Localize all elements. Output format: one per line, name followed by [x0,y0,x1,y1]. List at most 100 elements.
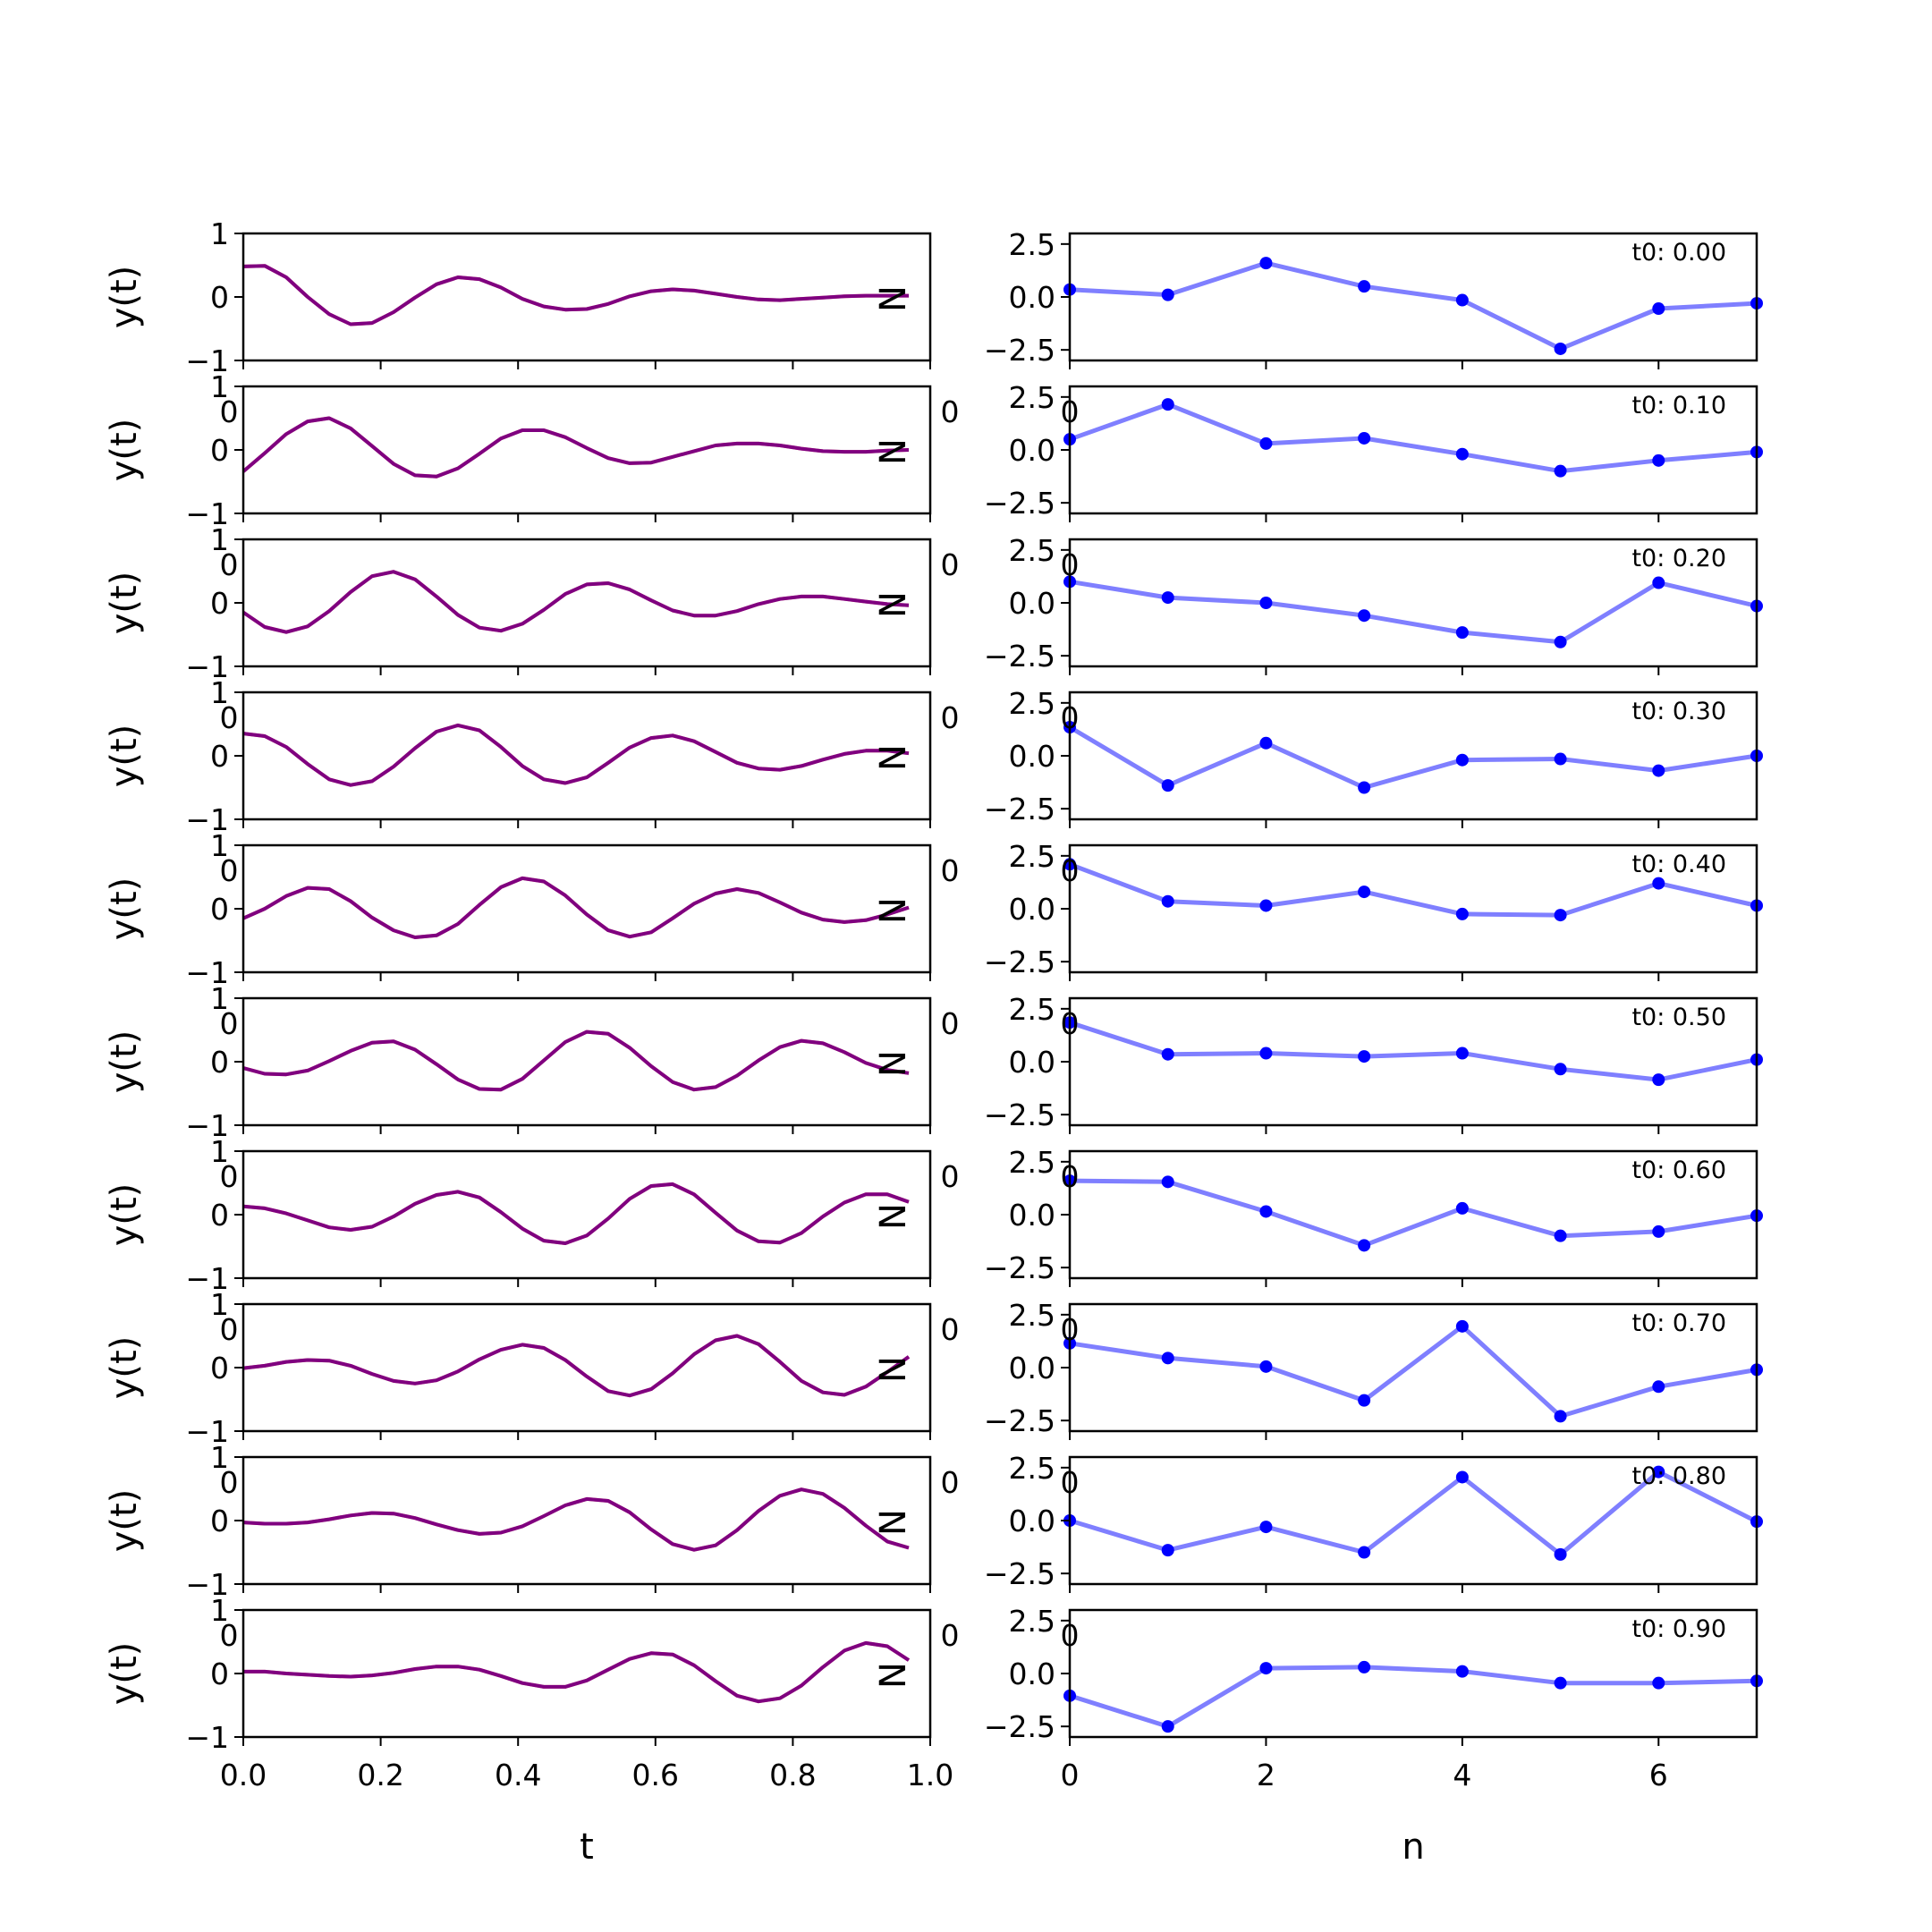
coeff-point [1161,1047,1174,1061]
y-axis-label: y(t) [104,1336,145,1400]
coeff-point [1652,576,1665,589]
coeff-point [1455,753,1469,767]
stray-zero-right: 0 [941,394,960,429]
coeff-point [1554,635,1567,648]
coeff-panel-4: −2.5 0.0 2.5 t0: 0.40 0 [984,839,1763,981]
coeff-line [1069,1665,1758,1729]
stray-zero-left: 0 [1061,1312,1080,1347]
stray-zero-left: 0 [220,1159,239,1194]
signal-fit-line [243,1182,910,1245]
stray-n-label: N [873,1662,914,1689]
y-tick-label: 1 [210,216,229,251]
signal-true-line [243,876,910,939]
y-tick-label: 0.0 [1009,892,1055,927]
coeff-panel-3: −2.5 0.0 2.5 t0: 0.30 0 [984,686,1763,828]
stray-zero-left: 0 [220,700,239,735]
y-tick-label: 2.5 [1009,1298,1055,1333]
y-tick-label: 0 [210,1657,229,1691]
coeff-point [1161,288,1174,301]
y-tick-label: 0.0 [1009,1198,1055,1233]
t0-annotation: t0: 0.60 [1631,1157,1726,1184]
signal-fit-line [243,570,910,634]
coeff-point [1554,342,1567,355]
coeff-point [1358,1394,1371,1407]
y-tick-label: −2.5 [984,1250,1055,1285]
stray-n-label: N [873,285,914,312]
stray-zero-right: 0 [941,547,960,582]
coeff-point [1358,1239,1371,1252]
coeff-point [1652,1224,1665,1238]
y-tick-label: 0 [210,280,229,315]
coeff-point [1652,1380,1665,1394]
coeff-point [1554,909,1567,922]
coeff-point [1358,781,1371,794]
t0-annotation: t0: 0.40 [1631,851,1726,878]
coeff-point [1358,280,1371,293]
coeff-panel-5: −2.5 0.0 2.5 t0: 0.50 0 [984,992,1763,1134]
x-tick-label: 0.8 [769,1758,816,1792]
y-tick-label: 1 [210,1287,229,1322]
y-tick-label: 1 [210,1593,229,1628]
y-tick-label: 1 [210,1134,229,1169]
stray-zero-left: 0 [220,1465,239,1500]
y-tick-label: 0.0 [1009,1045,1055,1080]
coeff-point [1161,894,1174,908]
coeff-panel-7: −2.5 0.0 2.5 t0: 0.70 0 [984,1298,1763,1440]
stray-n-label: N [873,1509,914,1536]
stray-zero-left: 0 [1061,1006,1080,1041]
coeff-point [1455,447,1469,461]
coeff-panel-2: −2.5 0.0 2.5 t0: 0.20 0 [984,533,1763,675]
x-tick-label: 4 [1453,1758,1471,1792]
y-tick-label: 0.0 [1009,586,1055,621]
signal-fit-line [243,723,910,787]
signal-axes-frame [242,538,932,668]
coeff-point [1358,1546,1371,1559]
stray-zero-left: 0 [220,1006,239,1041]
coeff-point [1554,752,1567,766]
stray-n-label: N [873,438,914,465]
y-tick-label: −2.5 [984,486,1055,521]
y-tick-label: 0 [210,433,229,468]
x-tick-label: 0.2 [357,1758,403,1792]
signal-true-line [243,1640,911,1704]
coeff-point [1652,453,1665,467]
y-tick-label: 0 [210,1198,229,1233]
signal-axes-frame [242,843,932,974]
signal-axes-frame [242,1302,932,1433]
coeff-line [1069,861,1758,918]
coeff-line [1069,579,1758,645]
t0-annotation: t0: 0.70 [1631,1309,1726,1337]
y-tick-label: −2.5 [984,945,1055,979]
y-tick-label: −2.5 [984,792,1055,826]
stray-n-label: N [873,1203,914,1230]
y-tick-label: 0.0 [1009,433,1055,468]
y-tick-label: −2.5 [984,1097,1055,1132]
signal-fit-line [243,264,909,326]
x-tick-label: 0.0 [220,1758,267,1792]
y-axis-label: y(t) [104,877,145,941]
stray-zero-left: 0 [220,394,239,429]
y-tick-label: 2.5 [1009,839,1055,874]
stray-zero-right: 0 [941,853,960,888]
signal-true-line [243,723,910,787]
y-tick-label: 1 [210,675,229,710]
coeff-point [1161,779,1174,792]
t0-annotation: t0: 0.20 [1631,545,1726,572]
y-axis-label: y(t) [104,572,145,635]
stray-zero-right: 0 [941,1159,960,1194]
y-tick-label: 0.0 [1009,280,1055,315]
signal-axes-frame [242,1455,932,1586]
coeff-point [1259,1662,1273,1675]
signal-axes-frame [242,996,932,1127]
coeff-point [1358,1660,1371,1674]
coeff-point [1358,1050,1371,1063]
y-tick-label: 1 [210,369,229,404]
t0-annotation: t0: 0.10 [1631,392,1726,419]
signal-true-line [243,264,909,326]
y-axis-label: y(t) [104,1489,145,1553]
signal-fit-line [243,1640,911,1704]
y-tick-label: 0.0 [1009,1504,1055,1538]
